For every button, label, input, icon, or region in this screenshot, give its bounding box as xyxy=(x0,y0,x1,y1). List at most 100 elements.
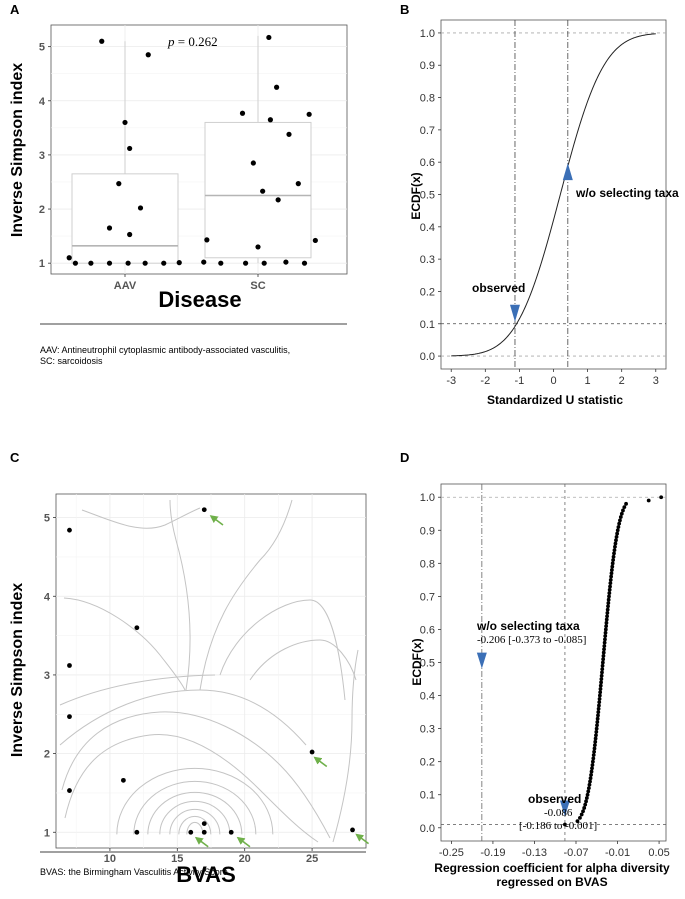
panel-d-point xyxy=(600,670,604,675)
panel-a-point xyxy=(250,160,256,166)
panel-c-ytick-label: 2 xyxy=(44,749,50,761)
panel-c-contour-line xyxy=(332,649,359,843)
panel-c-point xyxy=(201,829,207,835)
panel-b-marker-down xyxy=(509,304,520,322)
panel-d-point xyxy=(598,683,603,688)
panel-c-contour-line xyxy=(249,639,357,681)
panel-c-point xyxy=(67,663,72,668)
panel-c-point xyxy=(134,829,140,835)
panel-d-point xyxy=(610,564,615,569)
panel-d-point xyxy=(588,776,593,781)
panel-d-point xyxy=(586,786,591,791)
panel-c: C 1 2 3 4 5 10 15 20 25 Inverse Simpson index B… xyxy=(9,450,370,887)
panel-d-observed-label: observed xyxy=(528,792,581,806)
panel-c-grid xyxy=(56,494,366,848)
panel-a-point xyxy=(201,259,207,265)
panel-d-ytick-label: 0.5 xyxy=(420,658,435,670)
panel-c-contour-ring xyxy=(133,780,257,835)
panel-d-marker-observed xyxy=(559,800,570,817)
panel-d-point xyxy=(588,779,592,784)
panel-d-point xyxy=(590,763,595,767)
panel-d: D 0.0 0.1 0.2 0.3 0.4 0.5 0.6 0.7 0.8 0.9 1.0 -0.2… xyxy=(400,450,670,889)
panel-a-xtick-label: SC xyxy=(250,280,265,292)
panel-d-label: D xyxy=(400,450,409,465)
panel-d-ytick-label: 0.4 xyxy=(420,691,435,703)
panel-b-label: B xyxy=(400,2,409,17)
panel-a-ytick-label: 4 xyxy=(39,96,46,108)
panel-a-point xyxy=(301,260,308,266)
panel-d-xtick-label: -0.19 xyxy=(480,847,505,859)
panel-c-contour-line xyxy=(59,689,307,746)
panel-c-point xyxy=(67,788,72,793)
panel-b-ytick-label: 1.0 xyxy=(420,28,435,40)
panel-a-point xyxy=(176,260,182,266)
panel-d-point xyxy=(604,620,609,625)
panel-c-xtick-label: 15 xyxy=(171,853,183,865)
panel-c-point xyxy=(350,827,355,833)
panel-a-point xyxy=(204,237,210,243)
panel-c-contour-line xyxy=(169,499,191,691)
panel-b-yticks: 0.0 0.1 0.2 0.3 0.4 0.5 0.6 0.7 0.8 0.9 1.0 xyxy=(420,28,441,363)
panel-d-point xyxy=(593,739,598,744)
panel-d-point xyxy=(598,687,603,691)
panel-c-contour-ring xyxy=(116,767,274,835)
panel-b-ecdf-curve xyxy=(451,33,656,357)
panel-c-xtick-label: 20 xyxy=(239,853,251,865)
panel-d-point xyxy=(602,647,606,652)
panel-d-point xyxy=(614,538,618,543)
panel-d-point xyxy=(585,792,590,797)
panel-b-ytick-label: 0.6 xyxy=(420,157,435,169)
panel-c-point xyxy=(201,507,207,513)
panel-d-xlabel: Regression coefficient for alpha diversi… xyxy=(434,861,670,875)
panel-a-point xyxy=(286,131,292,137)
panel-b-xtick-label: 1 xyxy=(585,375,591,387)
panel-a-point xyxy=(66,255,72,261)
panel-c-ytick-label: 3 xyxy=(44,670,50,682)
panel-d-markers xyxy=(476,652,570,817)
panel-d-point xyxy=(591,756,596,761)
panel-a-xtick-label: AAV xyxy=(114,280,137,292)
panel-d-point xyxy=(607,587,612,592)
panel-d-point xyxy=(615,531,620,536)
panel-a-point xyxy=(274,84,280,90)
panel-d-point xyxy=(608,577,613,582)
panel-d-point xyxy=(599,673,604,678)
panel-a-pvalue: p = 0.262 xyxy=(167,34,218,49)
panel-d-xtick-label: -0.13 xyxy=(522,847,547,859)
panel-d-point xyxy=(590,759,595,764)
panel-a-footnote-line2: SC: sarcoidosis xyxy=(40,356,103,366)
panel-c-contour-line xyxy=(81,507,201,529)
panel-d-point xyxy=(624,501,628,506)
panel-a-point xyxy=(72,260,78,266)
panel-d-point xyxy=(622,505,627,510)
panel-d-point xyxy=(583,802,588,807)
panel-d-point xyxy=(597,700,602,705)
panel-d-point xyxy=(597,703,601,708)
panel-a-frame xyxy=(50,24,348,275)
panel-a-point xyxy=(137,205,144,211)
panel-b-ytick-label: 0.2 xyxy=(420,286,435,298)
panel-d-point xyxy=(594,730,599,734)
panel-d-point xyxy=(617,521,622,526)
panel-d-ytick-label: 0.0 xyxy=(420,823,435,835)
panel-d-point xyxy=(596,706,601,711)
panel-d-point xyxy=(604,624,609,629)
panel-c-point xyxy=(201,821,207,827)
panel-d-point xyxy=(605,611,610,615)
panel-b-xtick-label: -1 xyxy=(515,375,525,387)
panel-d-point xyxy=(609,571,614,576)
panel-d-xtick-label: -0.25 xyxy=(439,847,464,859)
panel-d-ytick-label: 0.3 xyxy=(420,724,435,736)
panel-b-xticks: -3 -2 -1 0 1 2 3 xyxy=(446,369,659,387)
panel-c-contour-line xyxy=(64,733,319,843)
panel-d-point xyxy=(589,772,593,777)
panel-a-boxes xyxy=(71,35,312,264)
panel-a-point xyxy=(125,260,131,266)
panel-a-point xyxy=(127,145,133,152)
panel-b-ytick-label: 0.1 xyxy=(420,319,435,331)
panel-a-point xyxy=(275,197,281,203)
panel-b-ylabel: ECDF(x) xyxy=(409,172,423,219)
panel-b-xtick-label: -2 xyxy=(480,375,490,387)
panel-d-point xyxy=(596,710,601,714)
panel-d-point xyxy=(595,716,600,721)
